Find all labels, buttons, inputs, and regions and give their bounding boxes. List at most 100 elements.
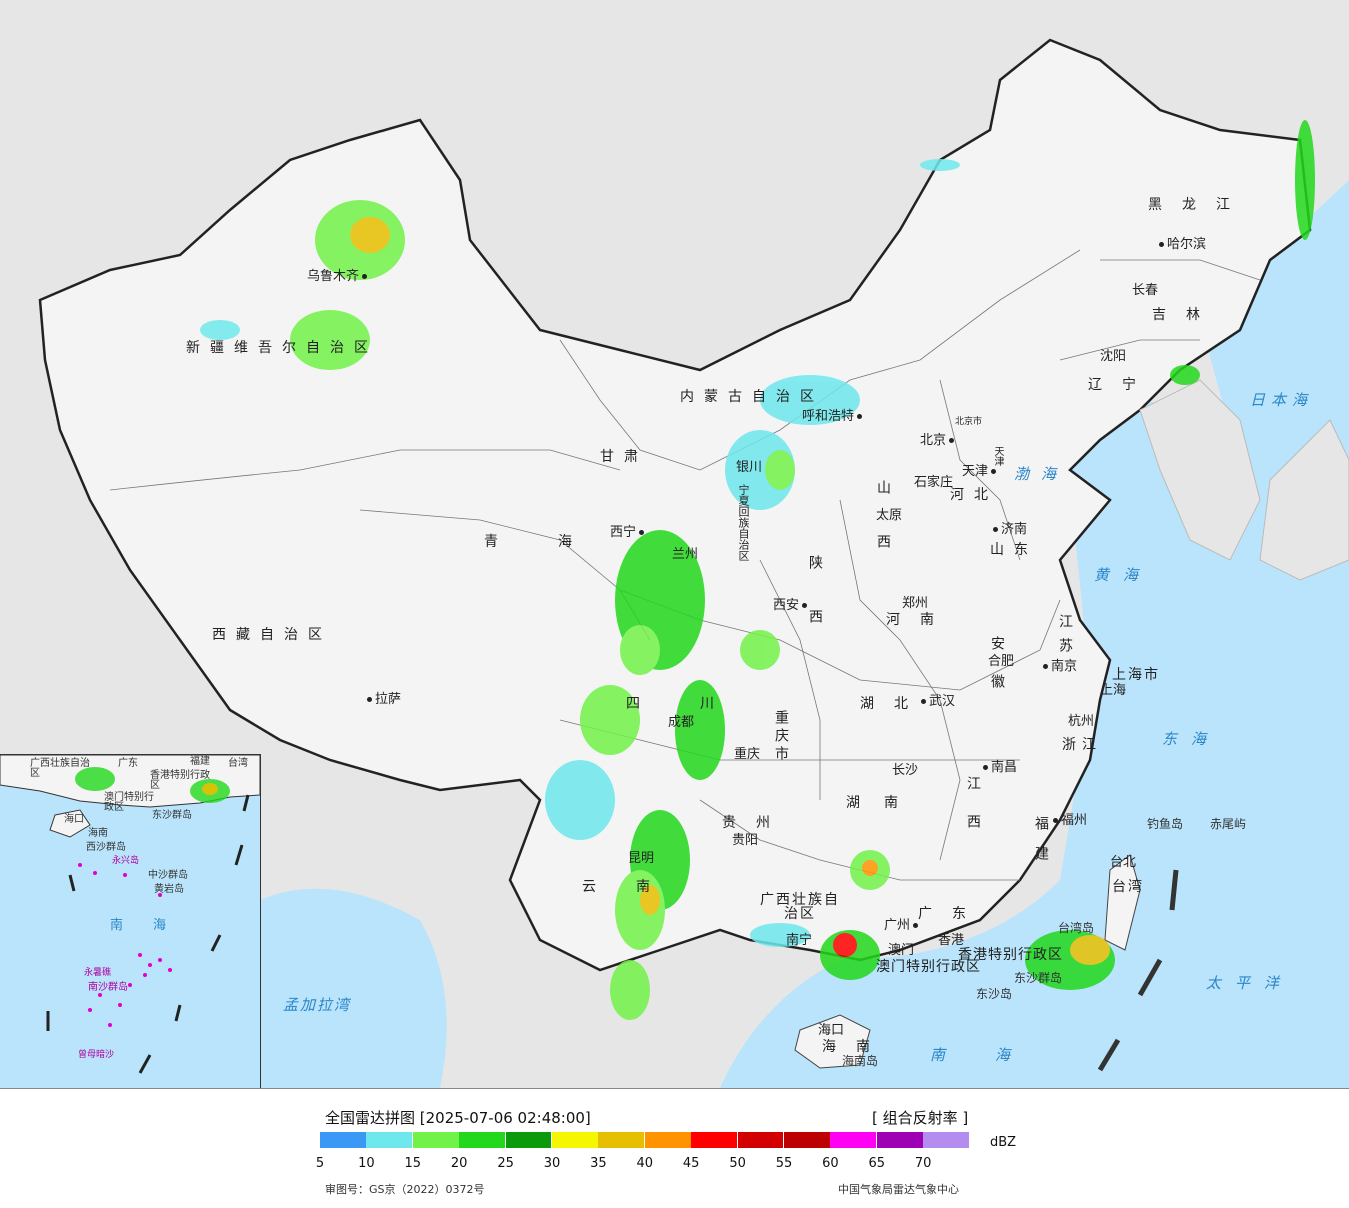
- inset-hainan: 海南: [88, 828, 108, 839]
- inset-xisha: 西沙群岛: [86, 842, 126, 853]
- city-lanzhou: 兰州: [672, 547, 699, 562]
- color-swatch: [505, 1132, 552, 1148]
- prov-shandong: 山东: [990, 542, 1038, 558]
- inset-yongxing: 永兴岛: [112, 856, 140, 866]
- city-beijing: 北京: [920, 434, 957, 447]
- city-zhengzhou: 郑州: [902, 596, 929, 611]
- city-taipei: 台北: [1110, 855, 1137, 870]
- city-guiyang: 贵阳: [732, 833, 759, 848]
- color-scale-tick: 70: [914, 1156, 932, 1171]
- color-swatch: [366, 1132, 413, 1148]
- prov-fujian: 福建: [1033, 816, 1049, 876]
- city-jinan: 济南: [990, 523, 1027, 536]
- prov-qinghai: 青海: [484, 534, 632, 550]
- color-scale-tick: 30: [543, 1156, 561, 1171]
- city-changchun: 长春: [1132, 283, 1159, 298]
- city-hefei: 合肥: [988, 654, 1015, 669]
- prov-shaanxi: 陕西: [807, 555, 823, 663]
- prov-heilongjiang: 黑龙江: [1148, 197, 1250, 213]
- nine-dash-marks: [1097, 869, 1179, 1072]
- prov-sichuan: 四川: [626, 696, 774, 712]
- color-swatch: [644, 1132, 691, 1148]
- map-base: [38, 38, 1349, 1088]
- legend-title: 全国雷达拼图 [2025-07-06 02:48:00]: [325, 1109, 591, 1127]
- color-scale-tick: 50: [729, 1156, 746, 1171]
- legend-product: [ 组合反射率 ]: [872, 1109, 969, 1127]
- island-chiwei: 赤尾屿: [1210, 817, 1247, 831]
- sea-label-japan: 日本海: [1250, 391, 1314, 409]
- inset-macau: 澳门特别行政区: [104, 792, 154, 813]
- city-yinchuan: 银川: [736, 460, 763, 475]
- hainan-island: [794, 1014, 871, 1069]
- prov-henan: 河南: [886, 612, 954, 628]
- inset-nansha: 南沙群岛: [88, 982, 128, 993]
- city-haikou: 海口: [818, 1023, 845, 1038]
- sea-label-nanhai: 南海: [930, 1046, 1061, 1064]
- city-nanning: 南宁: [786, 933, 813, 948]
- prov-guangxi: 广西壮族自治区: [760, 892, 840, 922]
- inset-fujian: 福建: [190, 756, 210, 767]
- city-nanjing: 南京: [1040, 660, 1077, 673]
- inset-nanhai: 南海: [110, 918, 197, 933]
- prov-ningxia: 宁夏回族自治区: [737, 484, 750, 561]
- prov-beijing: 北京市: [955, 417, 983, 427]
- inset-dongsha: 东沙群岛: [152, 810, 192, 821]
- radar-echoes: [200, 120, 1315, 1020]
- city-xian: 西安: [773, 599, 810, 612]
- prov-tianjin: 天津: [992, 446, 1003, 466]
- prov-taiwan: 台湾: [1112, 879, 1144, 895]
- island-dongsha-group: 东沙群岛: [1014, 971, 1063, 985]
- prov-jiangsu: 江苏: [1057, 614, 1073, 662]
- city-wuhan: 武汉: [918, 695, 955, 708]
- sea-label-donghai: 东海: [1162, 730, 1221, 748]
- city-urumqi: 乌鲁木齐: [307, 270, 370, 283]
- color-swatch: [923, 1132, 970, 1148]
- city-hohhot: 呼和浩特: [802, 410, 865, 423]
- inset-hk: 香港特别行政区: [150, 770, 210, 791]
- taiwan-island: [1104, 854, 1141, 951]
- city-tianjin: 天津: [962, 465, 999, 478]
- prov-hebei: 河北: [950, 487, 998, 503]
- color-swatch: [412, 1132, 459, 1148]
- prov-anhui: 安徽: [989, 636, 1005, 712]
- color-scale-tick: 10: [358, 1156, 375, 1171]
- inset-zengmu: 曾母暗沙: [78, 1050, 115, 1060]
- city-xining: 西宁: [610, 526, 647, 539]
- color-swatch: [320, 1132, 366, 1148]
- inset-guangdong: 广东: [118, 758, 138, 769]
- prov-hk-sar: 香港特别行政区: [958, 947, 1063, 963]
- prov-shanghai: 上海市: [1112, 667, 1160, 683]
- sea-label-bohai: 渤海: [1014, 465, 1069, 483]
- sea-label-pacific: 太平洋: [1206, 974, 1294, 992]
- city-shanghai: 上海: [1100, 683, 1127, 698]
- inset-haikou: 海口: [64, 814, 84, 825]
- color-swatch: [876, 1132, 923, 1148]
- inset-yongshu: 永暑礁: [84, 968, 112, 978]
- prov-neimenggu: 内蒙古自治区: [680, 389, 824, 405]
- prov-shanxi: 山西: [875, 480, 891, 588]
- korea-land: [1139, 379, 1261, 561]
- prov-yunnan: 云南: [582, 879, 690, 895]
- color-swatch: [459, 1132, 506, 1148]
- color-scale-tick: 35: [590, 1156, 607, 1171]
- color-scale-tick: 65: [868, 1156, 886, 1171]
- city-chengdu: 成都: [668, 715, 695, 730]
- island-hainan: 海南岛: [842, 1054, 879, 1068]
- city-harbin: 哈尔滨: [1156, 238, 1206, 251]
- sea-bay: [200, 888, 447, 1088]
- prov-hubei: 湖北: [860, 696, 928, 712]
- city-shenyang: 沈阳: [1100, 349, 1127, 364]
- agency-name: 中国气象局雷达气象中心: [838, 1183, 959, 1196]
- color-scale-tick: 60: [822, 1156, 839, 1171]
- legend-unit: dBZ: [990, 1135, 1017, 1150]
- color-scale-tick: 20: [450, 1156, 468, 1171]
- sea-label-bengal: 孟加拉湾: [283, 996, 352, 1014]
- radar-map[interactable]: 乌鲁木齐 拉萨 西宁 兰州 银川 呼和浩特 北京 天津 石家庄 太原 济南 郑州…: [0, 0, 1349, 1089]
- prov-guizhou: 贵州: [722, 815, 790, 831]
- prov-guangdong: 广东: [918, 906, 986, 922]
- color-swatch: [691, 1132, 738, 1148]
- color-scale-tick: 15: [404, 1156, 422, 1171]
- island-diaoyu: 钓鱼岛: [1147, 817, 1184, 831]
- prov-xinjiang: 新疆维吾尔自治区: [186, 340, 378, 356]
- inset-guangxi: 广西壮族自治区: [30, 758, 90, 779]
